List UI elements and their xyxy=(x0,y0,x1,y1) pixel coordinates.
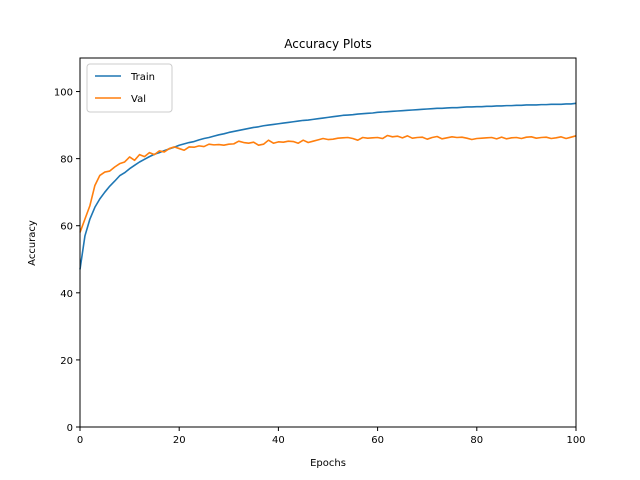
y-axis-ticks: 0 20 40 60 80 100 xyxy=(54,88,80,434)
x-axis-label: Epochs xyxy=(310,458,346,469)
legend-train-label: Train xyxy=(130,72,155,83)
y-tick-label: 100 xyxy=(54,88,73,99)
x-tick-label: 40 xyxy=(272,435,285,446)
y-tick-label: 0 xyxy=(67,423,73,434)
plot-lines xyxy=(79,102,577,270)
y-tick-label: 60 xyxy=(60,222,73,233)
x-tick-label: 80 xyxy=(470,435,483,446)
legend-val-label: Val xyxy=(131,94,146,105)
legend-box xyxy=(86,63,173,113)
x-axis-ticks: 0 20 40 60 80 100 xyxy=(77,427,586,446)
x-tick-label: 0 xyxy=(77,435,83,446)
chart-title: Accuracy Plots xyxy=(284,37,371,51)
series-line-train xyxy=(79,102,577,270)
series-line-val xyxy=(79,134,577,233)
y-tick-label: 40 xyxy=(60,289,73,300)
x-tick-label: 100 xyxy=(566,435,585,446)
y-tick-label: 20 xyxy=(60,356,73,367)
x-tick-label: 60 xyxy=(371,435,384,446)
y-tick-label: 80 xyxy=(60,155,73,166)
x-tick-label: 20 xyxy=(173,435,186,446)
legend: Train Val xyxy=(86,63,173,113)
y-axis-label: Accuracy xyxy=(27,220,38,266)
plot-frame xyxy=(79,57,577,428)
